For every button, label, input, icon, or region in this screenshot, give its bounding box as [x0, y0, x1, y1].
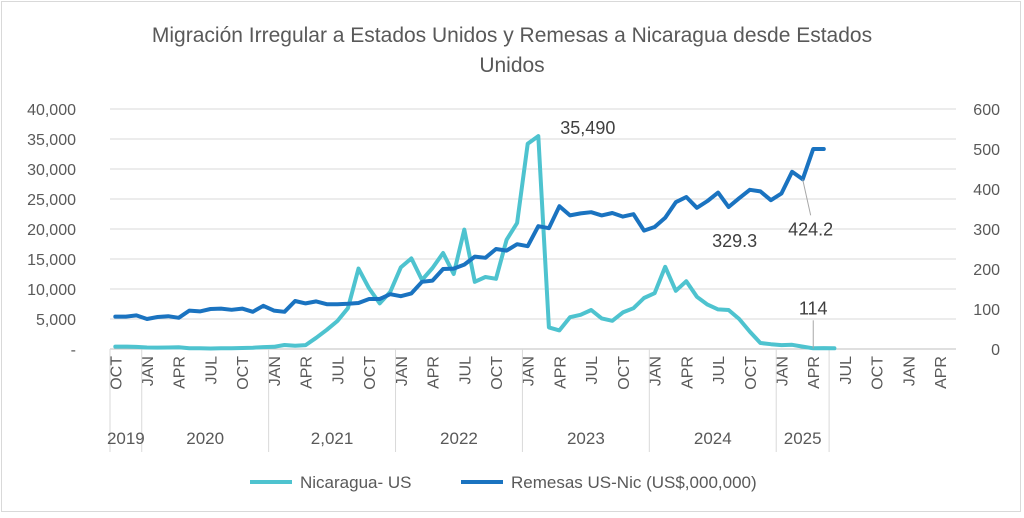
x-tick-label: JAN [394, 356, 411, 386]
data-label: 114 [799, 298, 828, 318]
x-tick-label: JAN [267, 356, 284, 386]
left-axis-tick: - [71, 342, 76, 359]
x-tick-label: OCT [616, 356, 633, 390]
x-tick-label: APR [679, 356, 696, 389]
x-tick-label: JUL [711, 356, 728, 385]
left-axis-tick: 15,000 [27, 252, 76, 269]
x-tick-label: OCT [362, 356, 379, 390]
x-tick-label: OCT [489, 356, 506, 390]
legend: Nicaragua- US Remesas US-Nic (US$,000,00… [250, 473, 757, 492]
series-line-nicaragua [113, 134, 837, 351]
right-axis-tick: 100 [973, 302, 1000, 319]
right-axis-tick: 200 [973, 262, 1000, 279]
x-tick-label: APR [172, 356, 189, 389]
data-label: 329.3 [712, 231, 757, 251]
x-tick-label: JUL [838, 356, 855, 385]
x-tick-label: APR [299, 356, 316, 389]
left-axis-tick: 10,000 [27, 282, 76, 299]
x-tick-label: APR [806, 356, 823, 389]
x-tick-label: OCT [743, 356, 760, 390]
left-axis-tick: 30,000 [27, 162, 76, 179]
right-axis-tick: 400 [973, 182, 1000, 199]
x-tick-label: JAN [648, 356, 665, 386]
legend-label-remesas: Remesas US-Nic (US$,000,000) [511, 473, 757, 492]
right-axis-tick: 300 [973, 222, 1000, 239]
left-axis-tick: 40,000 [27, 102, 76, 119]
right-axis-tick: 0 [991, 342, 1000, 359]
chart-title-line1: Migración Irregular a Estados Unidos y R… [152, 24, 872, 47]
right-axis-tick: 600 [973, 102, 1000, 119]
gridlines [110, 108, 956, 350]
x-axis: OCT JAN APR JUL OCT JAN APR JUL OCT JAN APR JUL OCT J… [107, 349, 950, 452]
data-label: 424.2 [788, 219, 833, 239]
right-axis-tick-labels: 0 100 200 300 400 500 600 [973, 102, 1000, 359]
x-tick-label: JAN [775, 356, 792, 386]
x-tick-label: APR [552, 356, 569, 389]
x-tick-label: OCT [108, 356, 125, 390]
year-label: 2023 [567, 429, 605, 448]
year-label: 2020 [186, 429, 224, 448]
year-label: 2024 [694, 429, 732, 448]
legend-label-nicaragua: Nicaragua- US [300, 473, 412, 492]
left-axis-tick: 35,000 [27, 132, 76, 149]
x-tick-label: OCT [235, 356, 252, 390]
x-tick-label: JUL [203, 356, 220, 385]
annotation-leader [802, 179, 812, 216]
x-tick-label: JAN [521, 356, 538, 386]
series-line-remesas [113, 147, 826, 321]
data-label: 35,490 [560, 118, 615, 138]
x-tick-label: JUL [584, 356, 601, 385]
year-label: 2,021 [311, 429, 354, 448]
x-tick-label: JAN [140, 356, 157, 386]
x-tick-label: OCT [870, 356, 887, 390]
chart-title-line2: Unidos [479, 54, 544, 77]
year-label: 2022 [440, 429, 478, 448]
x-tick-label: JUL [330, 356, 347, 385]
series-lines [113, 134, 837, 351]
left-axis-tick: 25,000 [27, 192, 76, 209]
annotations: 35,490 329.3 424.2 114 [560, 118, 833, 349]
year-label: 2025 [784, 429, 822, 448]
x-tick-label: APR [933, 356, 950, 389]
right-axis-tick: 500 [973, 142, 1000, 159]
left-axis-tick: 20,000 [27, 222, 76, 239]
left-axis-tick-labels: - 5,000 10,000 15,000 20,000 25,000 30,000 35,0… [27, 102, 76, 359]
year-label: 2019 [107, 429, 145, 448]
left-axis-tick: 5,000 [36, 312, 76, 329]
x-tick-label: APR [426, 356, 443, 389]
x-tick-label: JUL [457, 356, 474, 385]
x-tick-label: JAN [901, 356, 918, 386]
